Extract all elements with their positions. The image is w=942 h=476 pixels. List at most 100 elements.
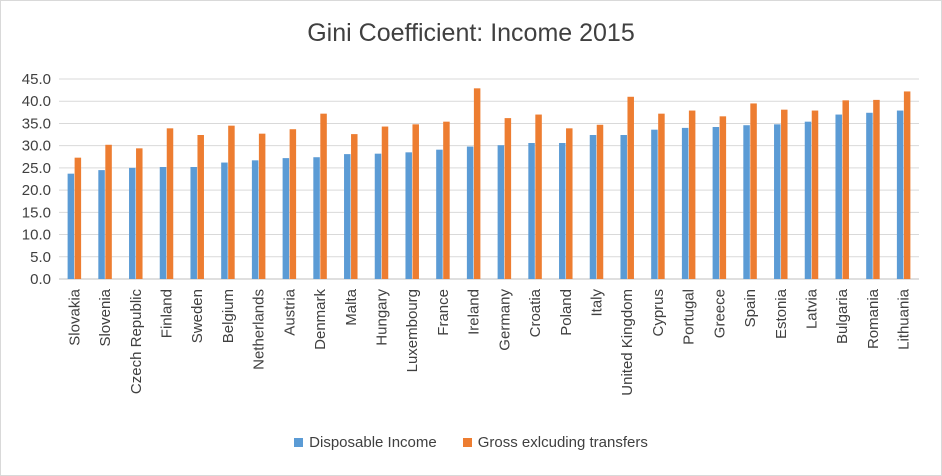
x-tick-label: Sweden: [189, 289, 206, 343]
bar-gross-exlcuding-transfers-austria: [289, 129, 297, 279]
bar-gross-exlcuding-transfers-spain: [750, 103, 757, 279]
gridlines: [59, 78, 919, 280]
bar-disposable-income-greece: [712, 127, 720, 279]
bar-gross-exlcuding-transfers-germany: [504, 118, 512, 279]
y-tick-label: 45.0: [22, 71, 51, 88]
bar-disposable-income-ireland: [466, 146, 474, 279]
x-tick-label: Hungary: [374, 289, 391, 346]
bar-gross-exlcuding-transfers-latvia: [811, 110, 819, 279]
bar-gross-exlcuding-transfers-cyprus: [658, 113, 665, 280]
bar-disposable-income-hungary: [374, 153, 382, 279]
bar-disposable-income-austria: [282, 158, 290, 279]
x-tick-label: Malta: [343, 288, 360, 325]
bar-gross-exlcuding-transfers-slovakia: [74, 157, 82, 279]
bar-gross-exlcuding-transfers-estonia: [781, 109, 788, 280]
x-tick-label: Denmark: [312, 289, 329, 350]
bar-gross-exlcuding-transfers-hungary: [381, 126, 389, 279]
bar-disposable-income-cyprus: [651, 129, 658, 279]
y-tick-label: 15.0: [22, 204, 51, 221]
y-tick-label: 5.0: [30, 249, 51, 266]
bar-disposable-income-czech-republic: [129, 167, 136, 279]
bar-gross-exlcuding-transfers-romania: [873, 99, 880, 279]
y-tick-label: 40.0: [22, 93, 51, 110]
x-tick-label: Netherlands: [251, 289, 268, 370]
x-tick-label: Croatia: [527, 288, 544, 337]
bar-disposable-income-italy: [589, 135, 597, 279]
x-tick-label: Lithuania: [896, 288, 913, 350]
legend: Disposable Income Gross exlcuding transf…: [1, 434, 941, 451]
x-tick-label: Latvia: [804, 288, 821, 329]
bar-disposable-income-germany: [497, 145, 505, 279]
x-tick-label: Finland: [159, 289, 176, 338]
x-tick-label: Greece: [711, 289, 728, 338]
x-tick-label: Austria: [281, 288, 298, 335]
bar-gross-exlcuding-transfers-lithuania: [903, 91, 911, 279]
x-tick-label: France: [435, 289, 452, 336]
bar-gross-exlcuding-transfers-italy: [596, 124, 604, 280]
bar-disposable-income-slovenia: [98, 170, 105, 279]
bar-disposable-income-poland: [559, 143, 566, 279]
bar-gross-exlcuding-transfers-luxembourg: [412, 124, 419, 279]
bar-disposable-income-denmark: [313, 157, 320, 279]
bar-disposable-income-estonia: [774, 124, 781, 279]
x-tick-label: Romania: [865, 288, 882, 349]
bar-disposable-income-luxembourg: [405, 152, 412, 279]
x-tick-label: Estonia: [773, 288, 790, 339]
x-tick-label: Slovakia: [66, 288, 83, 345]
bar-gross-exlcuding-transfers-croatia: [535, 114, 542, 279]
bar-gross-exlcuding-transfers-greece: [719, 116, 727, 279]
y-tick-label: 10.0: [22, 227, 51, 244]
bars: [67, 88, 911, 280]
bar-disposable-income-france: [436, 149, 443, 279]
bar-disposable-income-sweden: [190, 167, 197, 279]
bar-disposable-income-slovakia: [67, 173, 75, 279]
bar-gross-exlcuding-transfers-united-kingdom: [627, 96, 634, 280]
legend-item-gross-excluding-transfers: Gross exlcuding transfers: [462, 434, 648, 451]
bar-gross-exlcuding-transfers-bulgaria: [842, 100, 849, 279]
y-tick-label: 0.0: [30, 271, 51, 288]
bar-disposable-income-united-kingdom: [620, 135, 627, 279]
bar-gross-exlcuding-transfers-czech-republic: [136, 148, 143, 279]
x-tick-label: Cyprus: [650, 289, 667, 337]
bar-disposable-income-finland: [159, 167, 167, 279]
bar-gross-exlcuding-transfers-denmark: [320, 113, 327, 280]
bar-disposable-income-croatia: [528, 143, 535, 279]
legend-swatch-gross-excluding-transfers: [462, 438, 472, 447]
bar-disposable-income-netherlands: [251, 160, 259, 279]
x-tick-label: Germany: [496, 289, 513, 351]
x-tick-label: Portugal: [681, 289, 698, 345]
x-axis-tick-labels: Slovakia Slovenia Czech Republic Finland Swe…: [66, 288, 912, 395]
bar-disposable-income-portugal: [681, 127, 689, 279]
x-tick-label: Belgium: [220, 289, 237, 343]
x-tick-label: Ireland: [466, 289, 483, 335]
x-tick-label: Czech Republic: [128, 289, 145, 395]
y-tick-label: 30.0: [22, 138, 51, 155]
bar-gross-exlcuding-transfers-portugal: [688, 110, 696, 279]
legend-label-disposable-income: Disposable Income: [309, 434, 437, 451]
y-tick-label: 20.0: [22, 182, 51, 199]
bar-gross-exlcuding-transfers-slovenia: [105, 144, 112, 279]
bar-disposable-income-malta: [344, 154, 351, 279]
bar-gross-exlcuding-transfers-sweden: [197, 135, 204, 279]
bar-gross-exlcuding-transfers-netherlands: [258, 133, 266, 279]
bar-gross-exlcuding-transfers-finland: [166, 128, 174, 279]
bar-disposable-income-bulgaria: [835, 114, 842, 279]
bar-disposable-income-spain: [743, 125, 750, 279]
x-tick-label: Luxembourg: [404, 289, 421, 372]
y-tick-label: 25.0: [22, 160, 51, 177]
bar-disposable-income-belgium: [221, 162, 228, 279]
legend-item-disposable-income: Disposable Income: [294, 434, 437, 451]
x-tick-label: Poland: [558, 289, 575, 336]
legend-swatch-disposable-income: [294, 438, 304, 447]
bar-gross-exlcuding-transfers-france: [443, 121, 450, 280]
chart-title: Gini Coefficient: Income 2015: [307, 19, 635, 47]
y-tick-label: 35.0: [22, 115, 51, 132]
x-tick-label: Italy: [589, 289, 606, 317]
bar-gross-exlcuding-transfers-ireland: [473, 88, 481, 279]
y-axis-tick-labels: 0.0 5.0 10.0 15.0 20.0 25.0 30.0 35.0 40.0 45.0: [22, 71, 51, 288]
x-tick-label: Spain: [742, 289, 759, 327]
x-tick-label: United Kingdom: [619, 289, 636, 396]
legend-label-gross-excluding-transfers: Gross exlcuding transfers: [477, 434, 648, 451]
